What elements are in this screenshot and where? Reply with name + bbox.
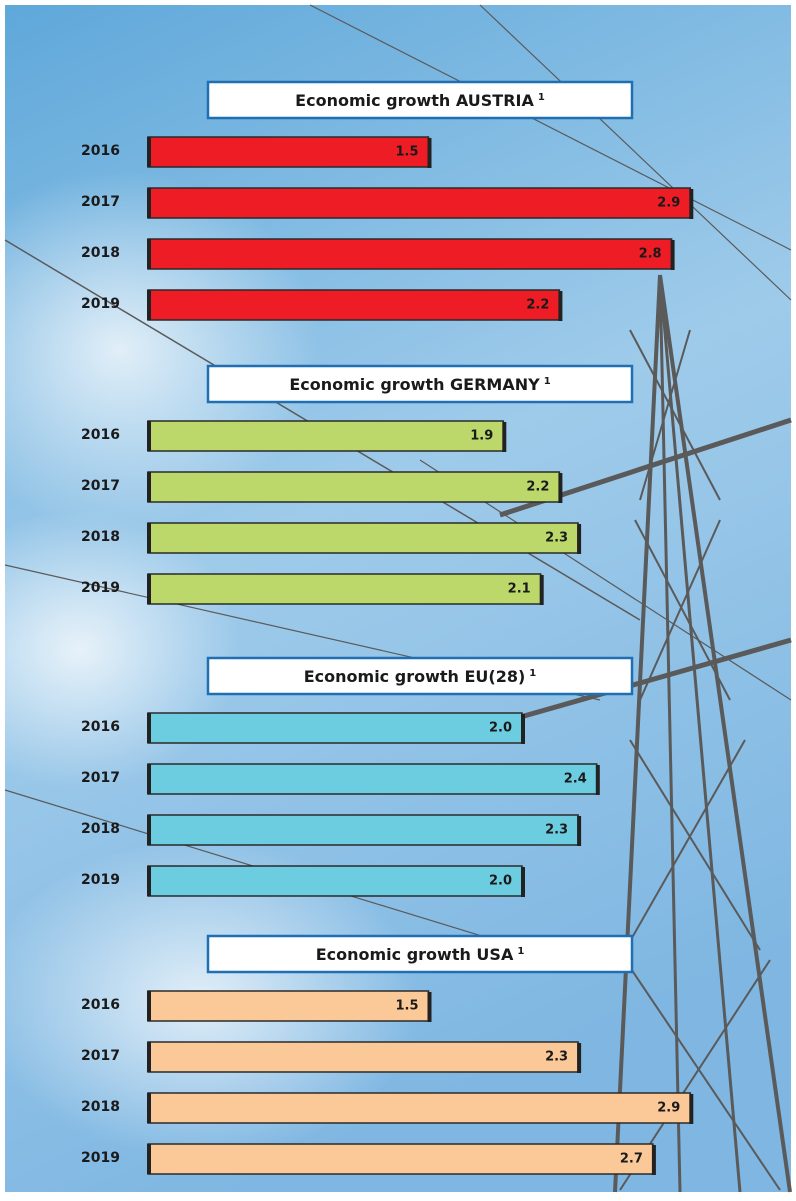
value-label: 2.2: [526, 298, 549, 313]
value-label: 2.9: [657, 1101, 680, 1116]
value-label: 1.9: [470, 429, 493, 444]
bar-edge: [147, 472, 151, 502]
bar-edge: [147, 866, 151, 896]
bar-edge: [147, 421, 151, 451]
value-label: 2.7: [620, 1152, 643, 1167]
title-text: Economic growth GERMANY: [289, 375, 540, 394]
bar: [148, 290, 559, 320]
bar-edge: [147, 713, 151, 743]
category-label: 2018: [81, 1099, 120, 1115]
title-note: 1: [529, 668, 536, 679]
bar-shadow: [540, 575, 544, 605]
value-label: 2.9: [657, 196, 680, 211]
bar-shadow: [521, 867, 525, 897]
category-label: 2017: [81, 1048, 120, 1064]
category-label: 2019: [81, 872, 120, 888]
bar: [148, 991, 429, 1021]
title-text: Economic growth EU(28): [304, 667, 526, 686]
bar-edge: [147, 523, 151, 553]
chart: Economic growth AUSTRIA 1 2016 1.5 2017 2.9 20…: [0, 0, 796, 1197]
title-note: 1: [517, 946, 524, 957]
bar: [148, 188, 690, 218]
category-label: 2019: [81, 580, 120, 596]
bar: [148, 239, 672, 269]
bar: [148, 764, 597, 794]
bar-edge: [147, 764, 151, 794]
category-label: 2017: [81, 770, 120, 786]
title-note: 1: [544, 376, 551, 387]
value-label: 2.4: [564, 772, 587, 787]
bar-edge: [147, 991, 151, 1021]
bar: [148, 472, 559, 502]
category-label: 2019: [81, 296, 120, 312]
category-label: 2016: [81, 719, 120, 735]
chart-title: Economic growth GERMANY 1: [289, 375, 550, 394]
value-label: 1.5: [395, 999, 418, 1014]
value-label: 2.3: [545, 531, 568, 546]
value-label: 2.0: [489, 721, 512, 736]
bar-edge: [147, 1144, 151, 1174]
bar-edge: [147, 188, 151, 218]
bar: [148, 1144, 653, 1174]
bar-shadow: [428, 992, 432, 1022]
category-label: 2016: [81, 143, 120, 159]
title-text: Economic growth USA: [316, 945, 514, 964]
bar-shadow: [689, 1094, 693, 1124]
bar: [148, 1093, 690, 1123]
bar-shadow: [671, 240, 675, 270]
bar: [148, 137, 429, 167]
bar-shadow: [558, 291, 562, 321]
bar-shadow: [577, 816, 581, 846]
bar-edge: [147, 574, 151, 604]
bar: [148, 421, 503, 451]
category-label: 2017: [81, 478, 120, 494]
category-label: 2016: [81, 997, 120, 1013]
bar-edge: [147, 815, 151, 845]
chart-title: Economic growth EU(28)1: [304, 667, 537, 686]
bar: [148, 713, 522, 743]
bar-shadow: [689, 189, 693, 219]
bar-edge: [147, 290, 151, 320]
bar-shadow: [596, 765, 600, 795]
bar: [148, 574, 541, 604]
value-label: 2.3: [545, 1050, 568, 1065]
bar-shadow: [502, 422, 506, 452]
bar: [148, 1042, 578, 1072]
value-label: 1.5: [395, 145, 418, 160]
category-label: 2018: [81, 529, 120, 545]
bar: [148, 815, 578, 845]
value-label: 2.0: [489, 874, 512, 889]
category-label: 2019: [81, 1150, 120, 1166]
category-label: 2016: [81, 427, 120, 443]
category-label: 2018: [81, 821, 120, 837]
value-label: 2.8: [639, 247, 662, 262]
value-label: 2.3: [545, 823, 568, 838]
bar-shadow: [521, 714, 525, 744]
bar-shadow: [577, 524, 581, 554]
category-label: 2017: [81, 194, 120, 210]
bar-edge: [147, 239, 151, 269]
value-label: 2.1: [508, 582, 531, 597]
title-text: Economic growth AUSTRIA: [295, 91, 534, 110]
chart-title: Economic growth AUSTRIA 1: [295, 91, 545, 110]
bar: [148, 866, 522, 896]
bar-shadow: [652, 1145, 656, 1175]
title-note: 1: [538, 92, 545, 103]
bar-shadow: [428, 138, 432, 168]
bar-edge: [147, 1093, 151, 1123]
bar-shadow: [577, 1043, 581, 1073]
value-label: 2.2: [526, 480, 549, 495]
bar-edge: [147, 137, 151, 167]
bar-shadow: [558, 473, 562, 503]
bar: [148, 523, 578, 553]
bar-edge: [147, 1042, 151, 1072]
category-label: 2018: [81, 245, 120, 261]
